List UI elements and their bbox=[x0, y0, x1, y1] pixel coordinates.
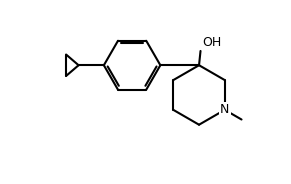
Text: OH: OH bbox=[202, 36, 221, 49]
Text: N: N bbox=[220, 103, 230, 116]
